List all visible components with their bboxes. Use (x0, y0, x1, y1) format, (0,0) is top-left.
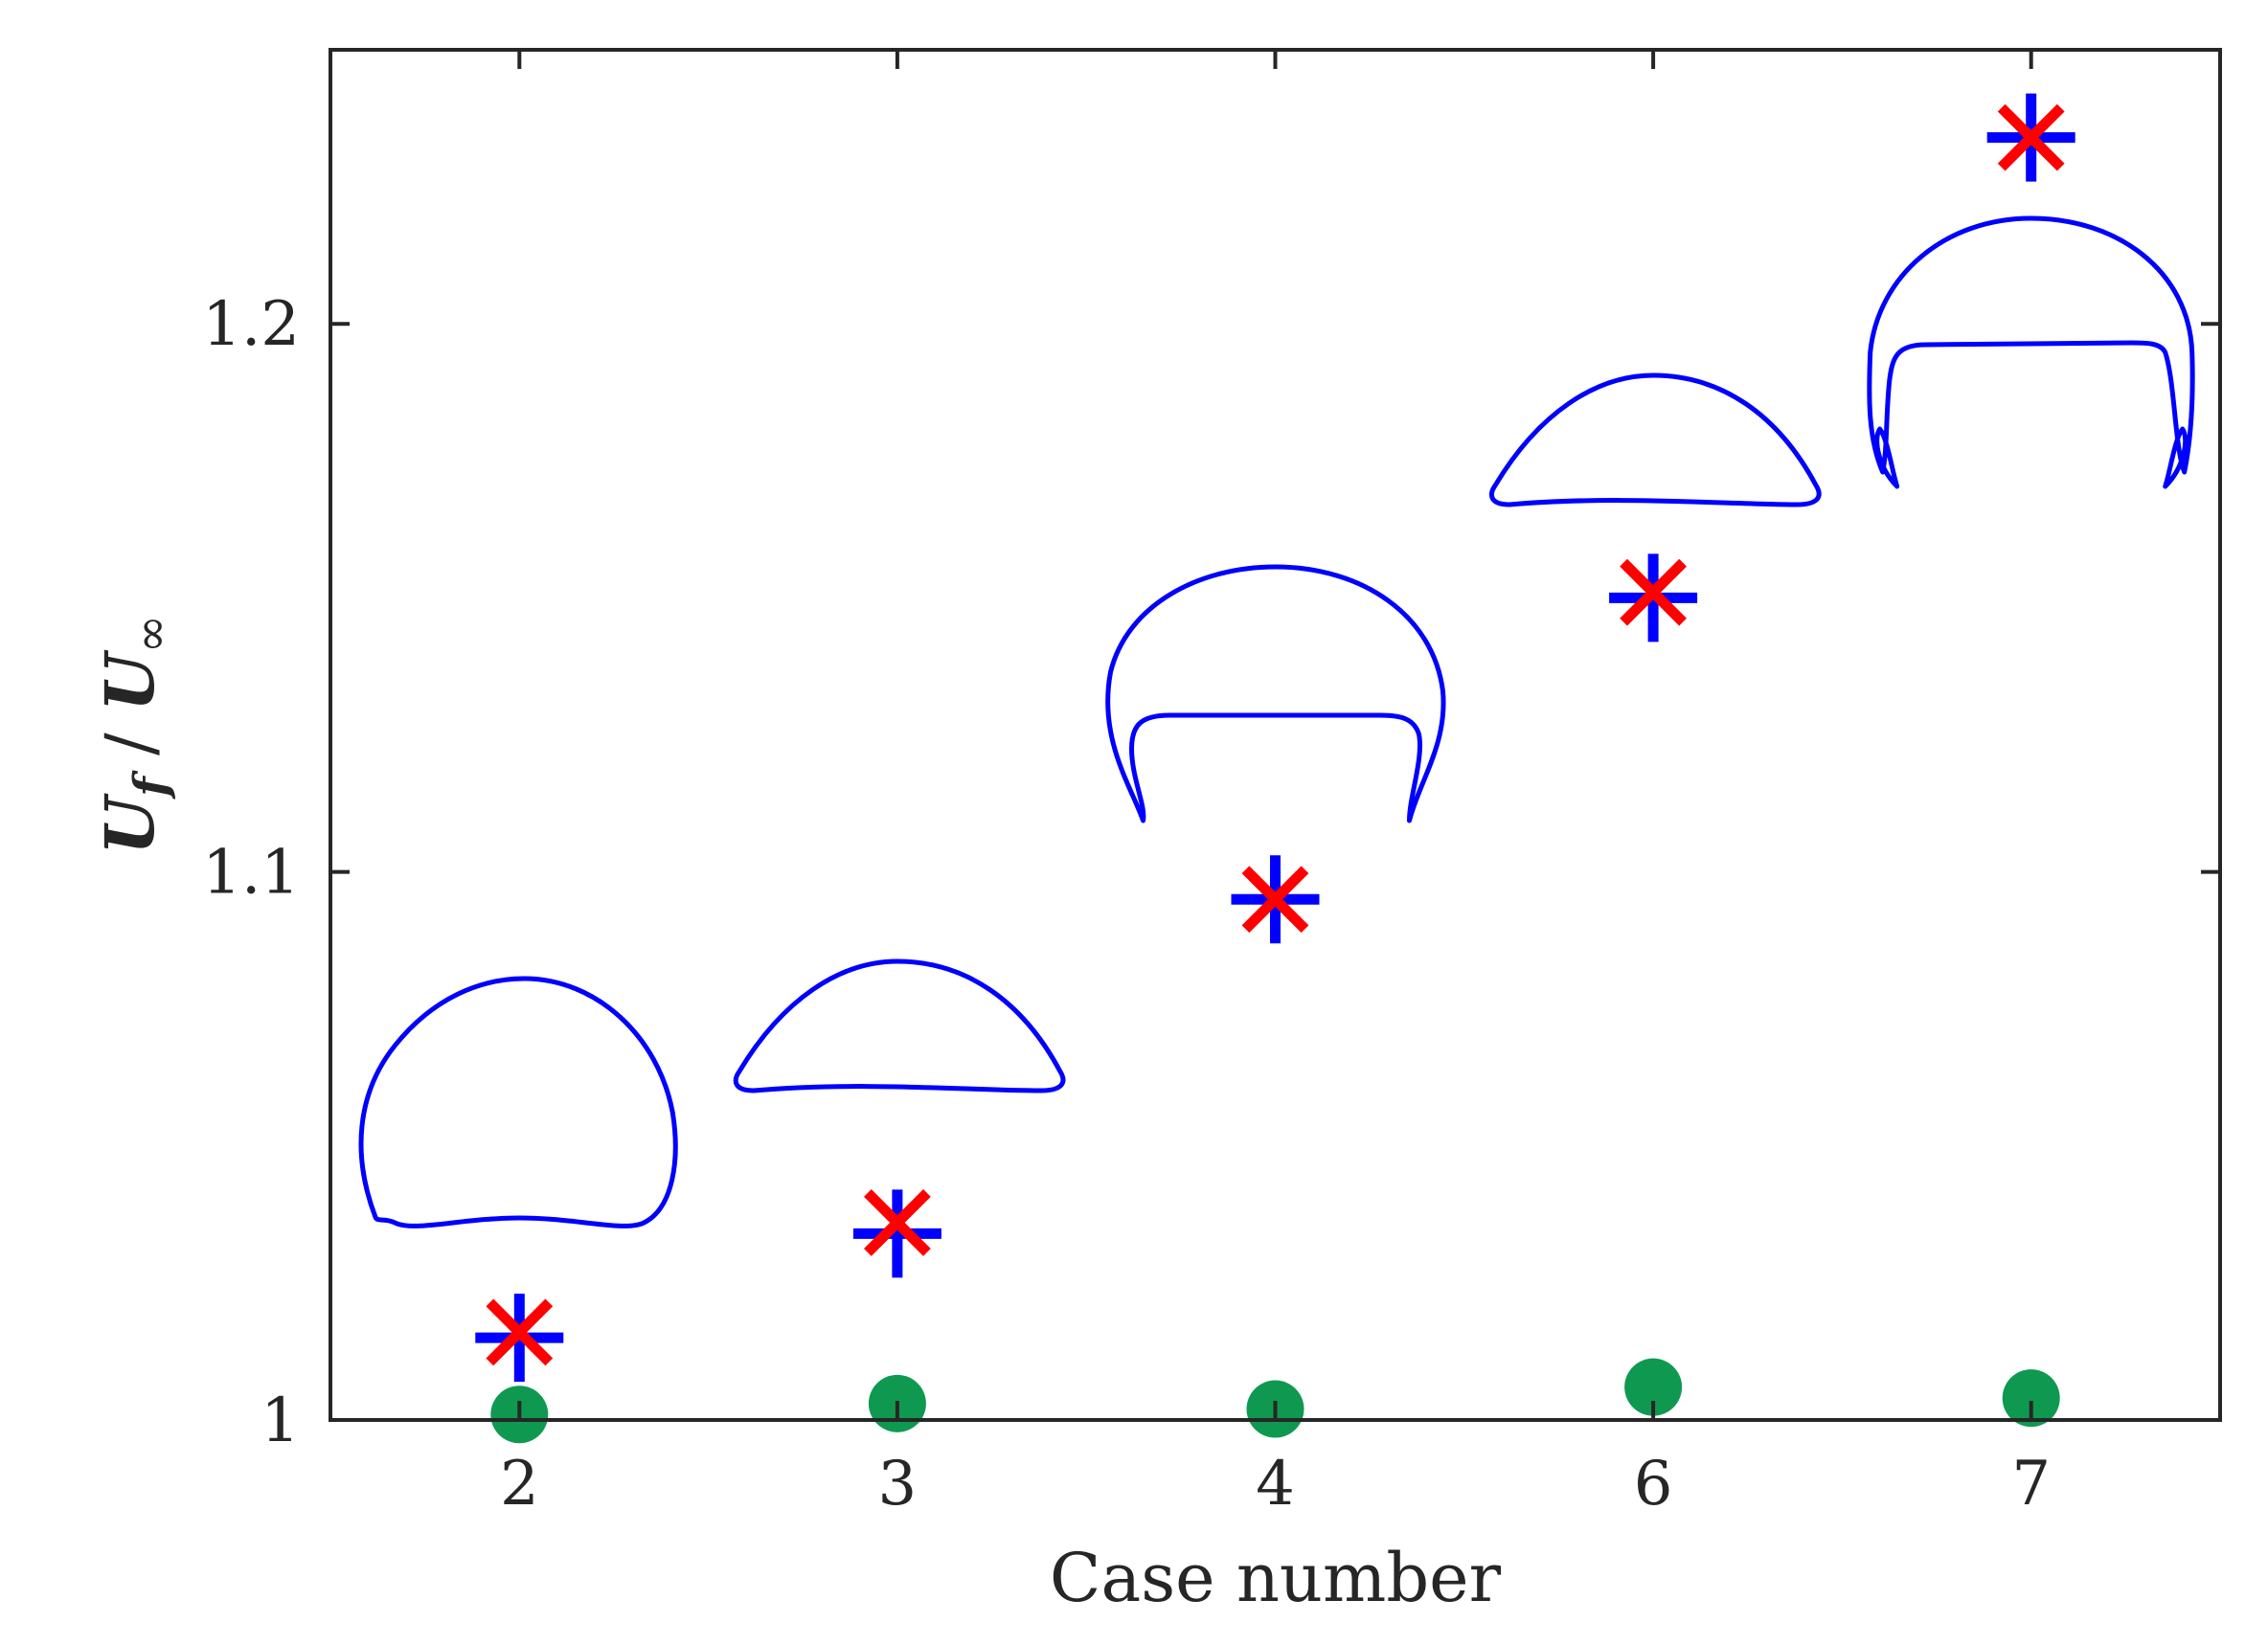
circle-marker (2002, 1369, 2060, 1428)
axis-ticks (330, 50, 2220, 1422)
x-marker-b (1997, 103, 2065, 171)
x-tick-label: 3 (878, 1449, 918, 1520)
bubble-shape-case-3 (733, 958, 1066, 1093)
x-tick-label: 2 (500, 1449, 539, 1520)
x-marker (1997, 103, 2065, 171)
bubble-shape-case-4 (1105, 564, 1446, 823)
y-tick-label: 1.2 (202, 289, 300, 360)
y-tick-label: 1 (261, 1386, 300, 1456)
x-marker (1620, 558, 1687, 626)
x-tick-label: 7 (2011, 1449, 2051, 1520)
x-marker (1241, 866, 1309, 934)
y-label-subscript-infinity: ∞ (125, 615, 178, 653)
y-tick-label: 1.1 (202, 838, 300, 909)
y-tick-labels: 1 1.1 1.2 (202, 289, 300, 1456)
x-marker-b (864, 1189, 931, 1256)
x-tick-labels: 2 3 4 6 7 (500, 1449, 2051, 1520)
x-marker (864, 1189, 931, 1256)
bubble-shape-case-7 (1867, 215, 2195, 489)
bubble-shape-case-2 (358, 976, 678, 1228)
x-marker (486, 1298, 554, 1366)
bubble-shape-case-6 (1489, 372, 1822, 507)
circle-marker (1624, 1358, 1683, 1416)
x-tick-label: 4 (1256, 1449, 1295, 1520)
y-label-denominator: U (90, 649, 170, 711)
x-marker-b (1620, 558, 1687, 626)
bubble-shape-insets (358, 215, 2195, 1228)
y-axis-label: Uf / U∞ (90, 615, 178, 855)
y-label-slash: / (91, 711, 170, 777)
y-label-numerator: U (90, 793, 170, 855)
x-marker-b (1241, 866, 1309, 934)
x-axis-label: Case number (1050, 1539, 1502, 1617)
plus-marker (852, 1189, 941, 1278)
x-marker-b (486, 1298, 554, 1366)
x-tick-label: 6 (1634, 1449, 1673, 1520)
